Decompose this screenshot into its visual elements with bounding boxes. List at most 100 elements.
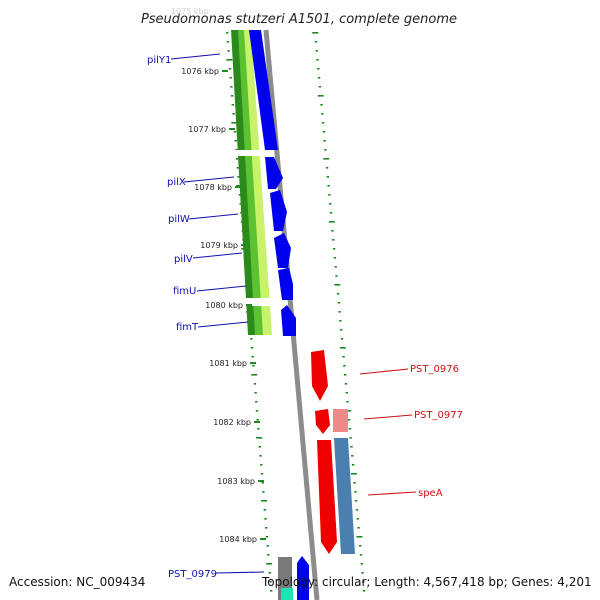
inner-dot (235, 149, 238, 151)
outer-dot (334, 266, 337, 268)
inner-dot (256, 419, 259, 421)
outer-dot (351, 464, 355, 466)
inner-dot (233, 131, 237, 133)
inner-dot (226, 32, 229, 34)
leader-line-pilV (192, 252, 243, 259)
outer-dot (337, 302, 341, 304)
gene-label-fimT[interactable]: fimT (176, 322, 199, 333)
inner-dot (264, 518, 267, 520)
steelblue-feature (334, 438, 355, 554)
outer-dot (340, 329, 343, 331)
inner-dot (230, 95, 234, 97)
inner-dot (238, 194, 242, 196)
outer-dot (332, 239, 335, 241)
leader-line-PST_0979 (215, 571, 265, 574)
outer-dot (326, 176, 329, 178)
outer-dot (347, 419, 351, 421)
gene-fimT-feature[interactable] (281, 305, 296, 336)
gene-PST_0979-feature[interactable] (297, 556, 309, 600)
outer-dot (321, 113, 324, 115)
inner-dot (250, 338, 253, 340)
outer-dot (334, 284, 341, 286)
left-gene-labels: pilY1 pilX pilW pilV fimU fimT PST_0979 (147, 53, 265, 580)
inner-dot (265, 527, 268, 529)
gene-label-PST_0979[interactable]: PST_0979 (168, 569, 217, 580)
gene-label-fimU[interactable]: fimU (173, 286, 196, 297)
outer-dot (315, 50, 318, 52)
inner-dot (229, 77, 232, 79)
inner-dot (234, 140, 237, 142)
inner-dot (236, 185, 243, 187)
leader-line-PST_0977 (363, 414, 413, 420)
inner-dot (251, 374, 258, 376)
gene-PST_0976-feature[interactable] (311, 350, 328, 401)
outer-dot (346, 401, 349, 403)
accession-label: Accession: NC_009434 (9, 575, 145, 589)
leader-line-PST_0976 (359, 368, 409, 375)
outer-dot (361, 572, 364, 574)
outer-dot (327, 185, 330, 187)
inner-dot (237, 176, 240, 178)
inner-dot (251, 356, 254, 358)
gene-pilX-feature[interactable] (265, 157, 283, 189)
outer-dot (323, 140, 326, 142)
outer-dot (343, 365, 346, 367)
ruler-label: 1078 kbp (194, 183, 232, 192)
outer-dot (362, 590, 366, 592)
inner-dot (266, 545, 269, 547)
inner-dot (250, 347, 254, 349)
gc-band-light (244, 30, 272, 335)
outer-dot (316, 59, 319, 61)
teal-feature (281, 588, 293, 600)
inner-dot (261, 482, 264, 484)
inner-dot (262, 491, 265, 493)
inner-dot (232, 113, 235, 115)
gene-pilW-feature[interactable] (270, 190, 287, 231)
inner-dot (260, 464, 263, 466)
outer-dot (360, 563, 363, 565)
gene-label-pilX[interactable]: pilX (167, 177, 186, 188)
outer-dot (329, 203, 332, 205)
inner-dot (230, 86, 233, 88)
outer-dot (335, 275, 338, 277)
inner-dot (226, 41, 230, 43)
gene-label-pilW[interactable]: pilW (168, 214, 190, 225)
inner-dot (255, 401, 258, 403)
gene-speA-feature[interactable] (317, 440, 337, 554)
outer-dot (362, 581, 365, 583)
gene-pilY1-feature[interactable] (249, 30, 278, 150)
gene-pilV-feature[interactable] (274, 233, 291, 268)
gene-label-speA[interactable]: speA (418, 488, 443, 499)
leader-line-speA (367, 491, 417, 496)
right-gene-labels: PST_0976 PST_0977 speA (359, 364, 463, 499)
gene-label-PST_0976[interactable]: PST_0976 (410, 364, 459, 375)
ruler-label: 1077 kbp (188, 125, 226, 134)
gene-fimU-feature[interactable] (278, 268, 293, 300)
outer-dot (336, 293, 340, 295)
gene-label-pilY1[interactable]: pilY1 (147, 55, 171, 66)
inner-dot (235, 158, 239, 160)
outer-dot (348, 428, 352, 430)
gc-gap-2 (240, 298, 290, 306)
outer-dot (356, 518, 359, 520)
inner-dot (252, 365, 255, 367)
outer-dot (340, 338, 344, 340)
inner-dot (267, 554, 270, 556)
inner-dot (228, 68, 232, 70)
topology-label: Topology: circular; Length: 4,567,418 bp… (261, 575, 592, 589)
gene-label-PST_0977[interactable]: PST_0977 (414, 410, 463, 421)
gc-gap-1 (225, 150, 285, 156)
ruler-label: 1076 kbp (181, 67, 219, 76)
gene-label-pilV[interactable]: pilV (174, 254, 193, 265)
outer-dot (345, 410, 352, 412)
inner-dot (261, 500, 268, 502)
gene-PST_0977-feature[interactable] (315, 409, 330, 434)
outer-dot (320, 104, 323, 106)
outer-dot (344, 374, 347, 376)
inner-dot (253, 383, 257, 385)
outer-dot (351, 455, 354, 457)
outer-dot (344, 383, 348, 385)
leader-line-pilX (183, 176, 235, 183)
inner-dot (227, 50, 230, 52)
